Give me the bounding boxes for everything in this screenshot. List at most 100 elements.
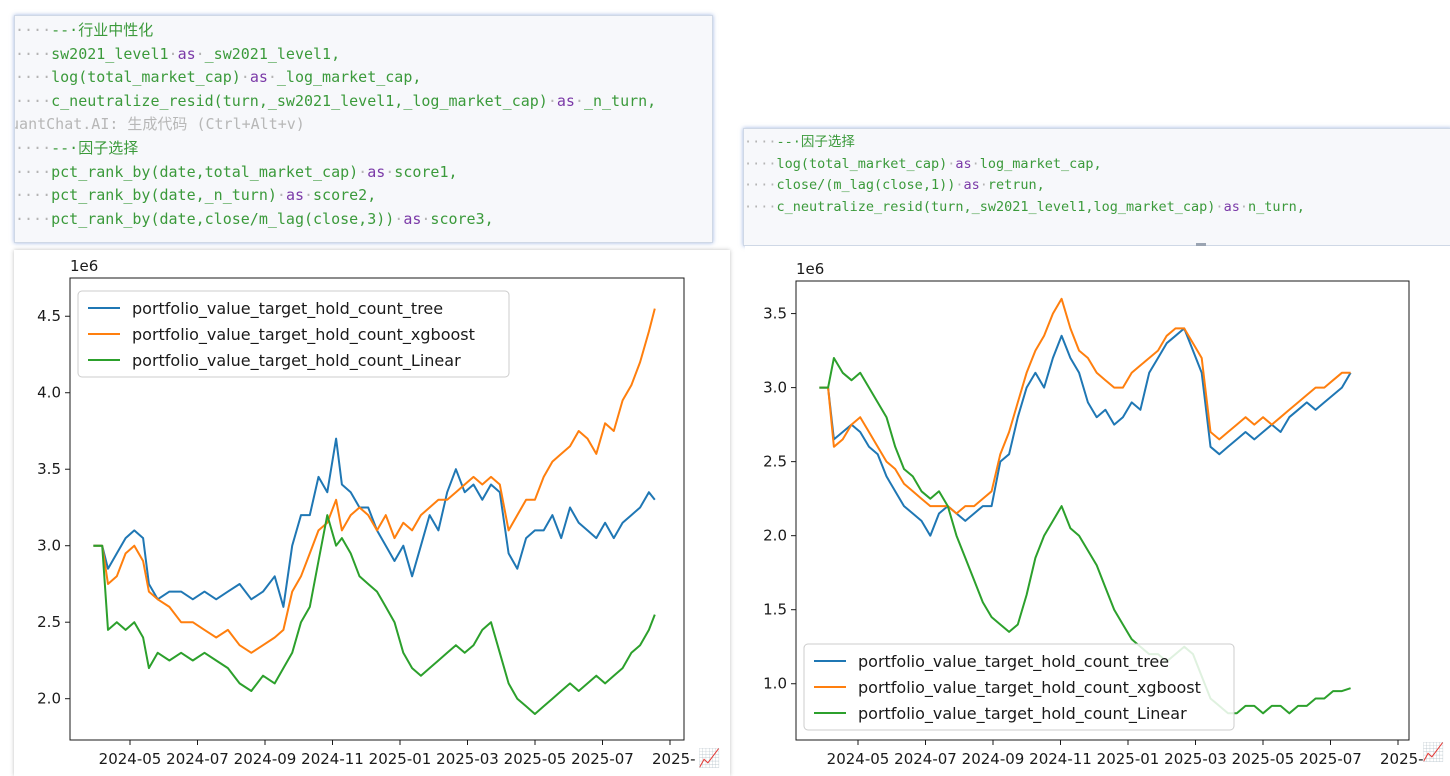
code-token: as — [177, 44, 196, 63]
code-token: score3, — [430, 209, 494, 228]
code-token: · — [421, 209, 431, 228]
series-line-tree — [819, 327, 1352, 537]
chart-output-right: 1e6 1.0 1.5 2.0 2.5 3.0 3.5 2024-05 2024-07 2024-… — [745, 246, 1450, 776]
code-token: n_turn, — [1247, 198, 1305, 215]
code-editor-top-right[interactable]: ····--·因子选择 ····log(total_market_cap)·as·… — [743, 128, 1450, 246]
code-token: ···· — [15, 44, 52, 63]
code-token: ···· — [744, 177, 777, 193]
code-token: as — [249, 68, 268, 87]
code-token: pct_rank_by(date,total_market_cap) — [51, 162, 359, 181]
code-editor-top-left[interactable]: ····--·行业中性化 ····sw2021_level1·as·_sw2021… — [14, 15, 713, 243]
code-token: ···· — [744, 134, 777, 150]
x-tick-label: 2025- — [1380, 750, 1424, 768]
code-token: --·行业中性化 — [51, 21, 154, 39]
code-token: as — [556, 91, 575, 110]
code-token: score2, — [313, 186, 377, 205]
code-token: ···· — [15, 138, 52, 157]
code-token: · — [240, 68, 250, 87]
chart-image-icon[interactable]: 📈 — [1422, 742, 1445, 763]
series-line-Linear — [819, 357, 1351, 715]
code-line: ····pct_rank_by(date,total_market_cap)·a… — [15, 161, 712, 185]
code-token: ···· — [15, 186, 52, 205]
code-token: · — [574, 91, 584, 110]
ai-hint-line: QuantChat.AI: 生成代码 (Ctrl+Alt+v) — [14, 113, 712, 137]
code-token: · — [267, 68, 277, 87]
code-token: ···· — [15, 68, 52, 87]
code-line: ····--·行业中性化 — [15, 19, 712, 43]
x-tick-label: 2024-05 — [99, 750, 162, 768]
code-token: · — [276, 186, 286, 205]
code-token: · — [547, 91, 557, 110]
code-line: ····pct_rank_by(date,_n_turn)·as·score2, — [15, 184, 712, 208]
code-token: ···· — [15, 21, 52, 39]
code-token: score1, — [394, 162, 458, 181]
x-tick-label: 2024-11 — [301, 750, 364, 768]
legend-label: portfolio_value_target_hold_count_Linear — [132, 351, 461, 371]
code-token: · — [394, 209, 404, 228]
y-tick-label: 2.0 — [763, 527, 787, 545]
chart-output-left: 1e6 2.0 2.5 3.0 3.5 4.0 4.5 2024-05 2024-07 2024-… — [14, 250, 730, 776]
legend-box — [803, 643, 1235, 731]
code-token: --·因子选择 — [776, 134, 855, 150]
code-token: sw2021_level1 — [51, 44, 169, 63]
code-token: · — [358, 162, 368, 181]
x-tick-label: 2024-07 — [166, 750, 229, 768]
code-token: · — [971, 155, 980, 172]
legend-box — [77, 290, 510, 378]
code-token: ···· — [15, 209, 52, 228]
series-line-tree — [93, 437, 656, 608]
code-token: · — [195, 44, 205, 63]
legend-label: portfolio_value_target_hold_count_xgboos… — [858, 678, 1201, 698]
x-tick-label: 2025-01 — [1097, 750, 1160, 768]
code-token: · — [955, 177, 964, 193]
y-tick-label: 2.5 — [37, 613, 61, 631]
x-tick-label: 2025-05 — [1232, 750, 1295, 768]
x-tick-label: 2025-01 — [369, 750, 432, 768]
scrollbar-thumb[interactable] — [1196, 243, 1206, 247]
x-tick-label: 2024-09 — [962, 750, 1025, 768]
line-chart-right: 1e6 1.0 1.5 2.0 2.5 3.0 3.5 2024-05 2024-07 2024-… — [763, 260, 1424, 768]
axes-frame — [69, 277, 685, 741]
code-token: · — [304, 186, 314, 205]
y-tick-label: 4.0 — [37, 384, 61, 402]
code-token: c_neutralize_resid(turn,_sw2021_level1,_… — [51, 91, 548, 110]
x-tick-label: 2025-07 — [571, 750, 634, 768]
x-tick-label: 2024-11 — [1029, 750, 1092, 768]
y-tick-label: 3.5 — [37, 460, 61, 478]
code-line: ····close/(m_lag(close,1))·as·retrun, — [744, 175, 1450, 197]
code-token: log(total_market_cap) — [776, 155, 948, 172]
chart-image-icon[interactable]: 📈 — [698, 748, 721, 769]
x-tick-label: 2024-09 — [234, 750, 297, 768]
code-token: · — [168, 44, 178, 63]
code-token: QuantChat.AI: 生成代码 (Ctrl+Alt+v) — [14, 115, 305, 134]
code-token: _n_turn, — [583, 91, 657, 110]
code-token: pct_rank_by(date,_n_turn) — [51, 186, 277, 205]
series-line-Linear — [93, 514, 656, 715]
y-tick-label: 1.5 — [763, 601, 787, 619]
legend-label: portfolio_value_target_hold_count_xgboos… — [132, 325, 475, 345]
code-token: close/(m_lag(close,1)) — [776, 177, 956, 193]
code-token: as — [963, 177, 980, 193]
code-token: ···· — [744, 155, 777, 172]
x-tick-label: 2025-05 — [504, 750, 567, 768]
code-token: --·因子选择 — [51, 138, 139, 157]
code-line: ····sw2021_level1·as·_sw2021_level1, — [15, 43, 712, 67]
y-tick-label: 4.5 — [37, 307, 61, 325]
y-tick-label: 3.0 — [763, 379, 787, 397]
code-token: ···· — [15, 162, 52, 181]
legend-label: portfolio_value_target_hold_count_Linear — [858, 704, 1187, 724]
code-line: ····c_neutralize_resid(turn,_sw2021_leve… — [744, 197, 1450, 219]
y-offset-label: 1e6 — [70, 257, 98, 275]
x-tick-label: 2024-07 — [894, 750, 957, 768]
code-token: ···· — [744, 198, 777, 215]
line-chart-left: 1e6 2.0 2.5 3.0 3.5 4.0 4.5 2024-05 2024-07 2024-… — [37, 257, 696, 768]
chart-legend: portfolio_value_target_hold_count_treepo… — [77, 290, 510, 378]
y-tick-label: 2.5 — [763, 453, 787, 471]
code-token: · — [947, 155, 956, 172]
code-token: · — [385, 162, 395, 181]
x-tick-label: 2025- — [652, 750, 696, 768]
code-token: · — [979, 177, 988, 193]
code-token: · — [1239, 198, 1248, 215]
code-line: ····--·因子选择 — [744, 132, 1450, 154]
code-line: ····log(total_market_cap)·as·_log_market… — [15, 66, 712, 90]
